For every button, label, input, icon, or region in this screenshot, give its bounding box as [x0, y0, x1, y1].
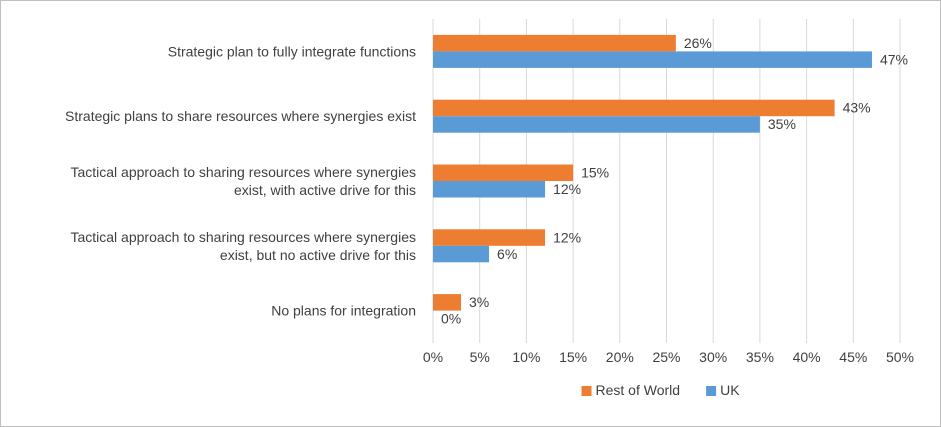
x-tick-label: 35%	[746, 349, 774, 365]
legend-label-uk: UK	[720, 382, 740, 398]
data-label: 0%	[441, 311, 461, 327]
category-label: Strategic plans to share resources where…	[65, 108, 416, 124]
bar-rest-of-world	[433, 294, 462, 311]
bar-rest-of-world	[433, 34, 676, 52]
x-tick-label: 5%	[470, 349, 490, 365]
bar-rest-of-world	[433, 229, 546, 246]
data-label: 43%	[843, 100, 871, 116]
data-label: 26%	[684, 35, 712, 51]
data-label: 47%	[880, 51, 908, 67]
category-label: Tactical approach to sharing resources w…	[70, 164, 416, 180]
gridlines	[432, 19, 901, 343]
x-tick-label: 15%	[559, 349, 587, 365]
bar-uk	[433, 181, 546, 198]
x-tick-label: 45%	[839, 349, 867, 365]
x-tick-label: 20%	[606, 349, 634, 365]
data-label: 3%	[469, 294, 489, 310]
bar-rest-of-world	[433, 164, 574, 181]
data-label: 6%	[497, 246, 517, 262]
category-label: No plans for integration	[271, 303, 416, 319]
data-labels: 26%47%43%35%15%12%12%6%3%0%	[441, 35, 908, 327]
legend-label-rest-of-world: Rest of World	[596, 382, 681, 398]
category-label: Strategic plan to fully integrate functi…	[168, 43, 416, 59]
x-axis-ticks: 0% 5% 10% 15% 20% 25% 30% 35% 40% 45% 50%	[423, 349, 914, 365]
data-label: 15%	[581, 165, 609, 181]
data-label: 12%	[553, 181, 581, 197]
category-label: exist, with active drive for this	[234, 182, 416, 198]
x-tick-label: 25%	[652, 349, 680, 365]
data-label: 35%	[768, 116, 796, 132]
category-label: Tactical approach to sharing resources w…	[70, 229, 416, 245]
x-tick-label: 40%	[793, 349, 821, 365]
data-label: 12%	[553, 229, 581, 245]
x-tick-label: 30%	[699, 349, 727, 365]
bars	[433, 34, 872, 311]
x-tick-label: 50%	[886, 349, 914, 365]
category-label: exist, but no active drive for this	[220, 247, 416, 263]
legend-swatch-rest-of-world	[581, 386, 592, 396]
bar-uk	[433, 116, 760, 133]
x-tick-label: 10%	[512, 349, 540, 365]
legend: Rest of World UK	[581, 382, 740, 398]
category-labels: Strategic plan to fully integrate functi…	[65, 43, 416, 318]
bar-uk	[433, 245, 490, 263]
x-tick-label: 0%	[423, 349, 443, 365]
legend-swatch-uk	[706, 386, 717, 396]
bar-uk	[433, 51, 872, 68]
bar-rest-of-world	[433, 99, 835, 117]
